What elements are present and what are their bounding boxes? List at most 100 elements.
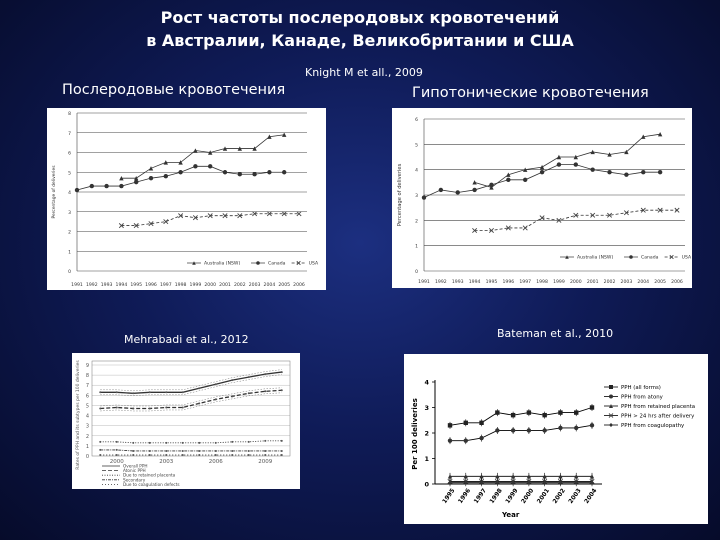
chart-panel-3: 0 1 2 3 4 5 6 7 8 9 2000 2003 2006 2009 Rates of PPH a…: [72, 353, 300, 489]
x-tick-label: 1991: [71, 282, 83, 288]
citation-bateman: Bateman et al., 2010: [497, 327, 614, 340]
ci-lower-overall-pph: [100, 374, 282, 397]
y-axis-title: Percentage of deliveries: [51, 165, 57, 219]
data-point-pph-from-retained-placenta: [558, 474, 563, 479]
legend-marker: [669, 254, 674, 260]
x-tick-label: 1995: [486, 279, 498, 285]
data-point-usa: [657, 207, 663, 213]
x-tick-label: 1998: [488, 487, 503, 505]
series-line-overall-pph: [100, 371, 282, 394]
data-point-usa: [488, 227, 494, 233]
data-point-due-to-coagulation-defects: [264, 453, 267, 456]
data-point-canada: [74, 187, 80, 193]
data-point-atonic-pph: [214, 398, 217, 401]
data-point-usa: [192, 215, 198, 221]
data-point-due-to-coagulation-defects: [247, 453, 250, 456]
data-point-secondary: [231, 449, 234, 452]
plot-frame: [91, 360, 291, 457]
legend-label: Australia (NSW): [577, 255, 613, 261]
data-point-pph-from-coagulopathy: [495, 480, 500, 485]
data-point-usa: [222, 213, 228, 219]
data-point-due-to-retained-placenta: [264, 439, 267, 442]
x-tick-label: 2002: [552, 487, 567, 505]
data-point-pph-all-forms: [574, 410, 579, 415]
data-point-usa: [539, 215, 545, 221]
data-point-usa: [118, 223, 124, 229]
legend-label: Due to coagulation defects: [123, 482, 180, 487]
data-point-usa: [207, 213, 213, 219]
data-point-secondary: [214, 449, 217, 452]
y-tick-label: 0: [424, 481, 429, 489]
data-point-overall-pph: [99, 391, 102, 394]
data-point-canada: [657, 170, 663, 175]
data-point-pph-from-atony: [463, 438, 468, 443]
data-point-usa: [640, 207, 646, 213]
legend-marker: [192, 261, 196, 265]
legend-marker: [296, 260, 301, 266]
data-point-pph-from-atony: [495, 428, 500, 433]
data-point-canada: [573, 162, 578, 167]
data-point-canada: [178, 170, 183, 175]
y-tick-label: 5: [86, 403, 89, 409]
x-tick-label: 1995: [441, 487, 456, 505]
data-point-canada: [421, 195, 427, 200]
chart-panel-4: 0 1 2 3 4 1995 1996 1997 1998 1999 2000 2001 2002 200…: [404, 354, 708, 524]
x-tick-label: 1999: [553, 279, 565, 285]
x-tick-label: 2004: [583, 487, 598, 505]
data-point-pph-from-retained-placenta: [463, 474, 468, 479]
data-point-canada: [104, 183, 109, 189]
data-point-overall-pph: [231, 379, 234, 382]
y-tick-label: 5: [415, 142, 418, 148]
data-point-pph-from-atony: [574, 425, 579, 431]
series-line-australia-nsw: [121, 134, 285, 179]
data-point-due-to-retained-placenta: [280, 439, 283, 442]
y-tick-label: 6: [86, 393, 89, 399]
data-point-secondary: [198, 449, 201, 452]
y-tick-label: 0: [415, 269, 418, 275]
y-tick-label: 2: [86, 434, 89, 440]
data-point-pph-from-coagulopathy: [558, 480, 563, 485]
x-axis-title: Year: [501, 511, 520, 519]
legend-label: PPH > 24 hrs after delivery: [621, 414, 695, 420]
citation-knight: Knight M et all., 2009: [305, 66, 423, 79]
chart-pph-mehrabadi: 0 1 2 3 4 5 6 7 8 9 2000 2003 2006 2009 Rates of PPH a…: [75, 360, 291, 487]
legend-marker: [629, 255, 633, 259]
y-tick-label: 4: [86, 414, 89, 420]
x-tick-label: 1996: [145, 282, 157, 288]
data-point-pph-from-retained-placenta: [589, 474, 595, 479]
title-line-1: Рост частоты послеродовых кровотечений: [160, 8, 560, 27]
data-point-usa: [472, 227, 478, 233]
data-point-atonic-pph: [115, 406, 118, 409]
data-point-overall-pph: [115, 391, 118, 394]
data-point-secondary: [132, 449, 135, 452]
data-point-canada: [267, 170, 272, 175]
data-point-due-to-coagulation-defects: [132, 453, 135, 456]
data-point-due-to-retained-placenta: [99, 440, 102, 443]
data-point-pph-all-forms: [542, 412, 547, 418]
ci-lower-atonic-pph: [100, 392, 282, 412]
x-tick-label: 2003: [249, 282, 261, 288]
data-point-canada: [523, 177, 528, 182]
data-point-atonic-pph: [165, 406, 168, 409]
data-point-australia-nsw: [134, 175, 139, 181]
data-point-atonic-pph: [148, 407, 151, 410]
data-point-canada: [556, 162, 562, 167]
data-point-pph-from-atony: [589, 423, 595, 428]
data-point-atonic-pph: [181, 406, 184, 409]
data-point-atonic-pph: [231, 395, 234, 398]
data-point-secondary: [99, 448, 102, 451]
data-point-pph-from-atony: [510, 428, 516, 433]
data-point-australia-nsw: [237, 146, 242, 151]
data-point-overall-pph: [198, 387, 201, 390]
data-point-pph-from-atony: [447, 438, 453, 443]
x-tick-label: 1993: [452, 279, 464, 285]
data-point-canada: [624, 172, 629, 177]
title-line-2: в Австралии, Канаде, Великобритании и СШ…: [146, 31, 574, 50]
legend-label: PPH from atony: [621, 395, 664, 401]
x-tick-label: 2003: [567, 487, 582, 505]
data-point-australia-nsw: [119, 175, 124, 181]
data-point-usa: [522, 225, 528, 231]
data-point-pph-all-forms: [589, 405, 595, 410]
y-tick-label: 2: [68, 230, 71, 236]
